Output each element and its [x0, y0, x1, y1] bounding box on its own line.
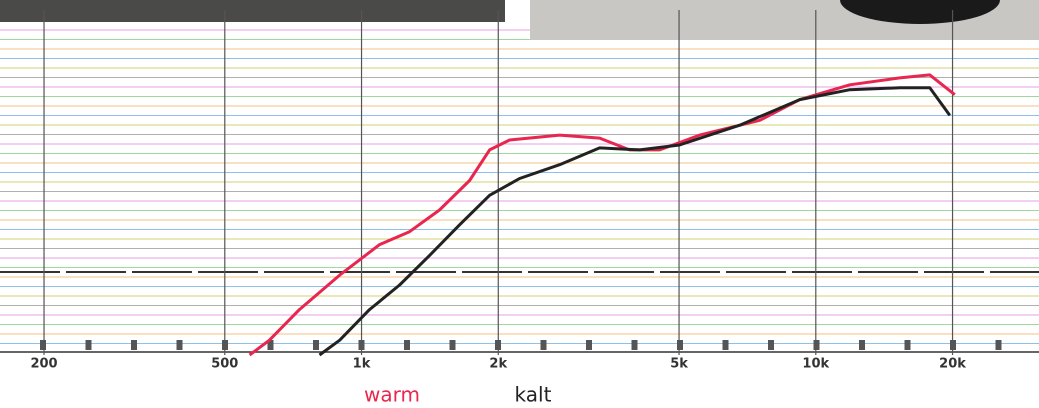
paper-marker: [586, 340, 592, 350]
paper-marker: [813, 340, 820, 350]
legend-label: kalt: [515, 383, 552, 407]
paper-marker: [449, 340, 456, 350]
paper-marker: [176, 340, 183, 350]
paper-marker: [677, 340, 683, 350]
x-tick-label: 5k: [670, 357, 688, 372]
photo-object: [840, 0, 1000, 24]
paper-marker: [904, 340, 911, 350]
legend-label: warm: [364, 383, 420, 407]
paper-marker: [768, 340, 774, 350]
paper-marker: [40, 340, 46, 350]
paper-marker: [995, 340, 1002, 350]
x-tick-label: 10k: [802, 357, 829, 372]
paper-marker: [540, 340, 547, 350]
paper-marker: [313, 340, 319, 350]
x-tick-label: 200: [30, 357, 57, 372]
paper-marker: [267, 340, 274, 350]
paper-marker: [859, 340, 865, 350]
paper-marker: [631, 340, 638, 350]
x-tick-label: 2k: [489, 357, 507, 372]
line-series: [318, 86, 952, 357]
line-series: [248, 73, 956, 357]
paper-marker: [131, 340, 137, 350]
paper-marker: [722, 340, 729, 350]
x-tick-label: 500: [211, 357, 238, 372]
paper-marker: [85, 340, 92, 350]
x-tick-label: 20k: [939, 357, 966, 372]
paper-marker: [404, 340, 410, 350]
x-tick-label: 1k: [353, 357, 371, 372]
photo-strip: [0, 0, 505, 22]
grid-decoration: [0, 29, 1039, 353]
